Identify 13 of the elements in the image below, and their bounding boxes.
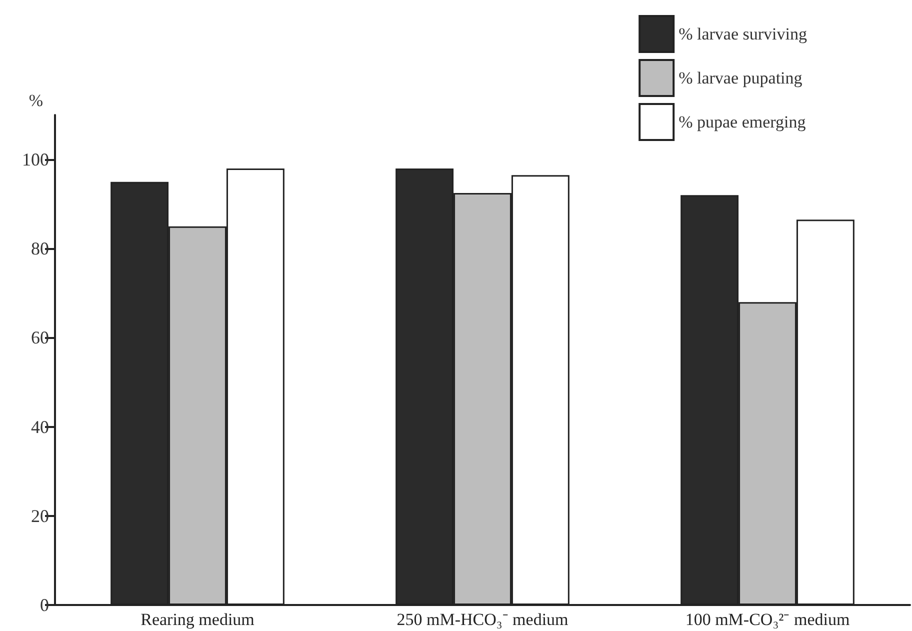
x-tick-label: 100 mM-CO₃²⁻ medium (685, 610, 850, 629)
y-tick-label: 60 (31, 328, 49, 348)
y-tick-label: 20 (31, 506, 49, 526)
x-tick-label: Rearing medium (140, 610, 254, 629)
y-axis-title: % (28, 91, 43, 110)
legend-label: % pupae emerging (678, 112, 806, 132)
y-tick-label: 40 (31, 416, 49, 437)
legend-label: % larvae pupating (678, 68, 803, 88)
legend-label: % larvae surviving (678, 24, 808, 44)
x-tick-label: 250 mM-HCO₃⁻ medium (396, 610, 568, 629)
y-tick-label: 100 (22, 150, 49, 170)
y-tick-label: 80 (31, 238, 49, 259)
y-tick-label: 0 (40, 595, 49, 615)
